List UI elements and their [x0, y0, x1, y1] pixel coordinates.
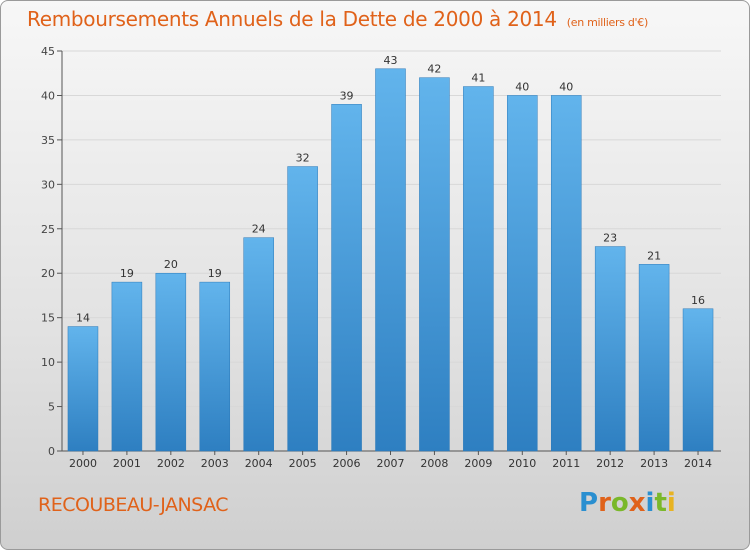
x-tick-label: 2000	[69, 457, 97, 470]
y-tick-label: 45	[41, 45, 55, 58]
bar-value-label: 40	[515, 80, 529, 93]
bar	[67, 326, 99, 452]
x-tick-label: 2011	[552, 457, 580, 470]
bar	[682, 308, 714, 452]
x-tick-label: 2004	[245, 457, 273, 470]
logo-letter: i	[645, 488, 655, 518]
bar-value-label: 20	[164, 258, 178, 271]
x-tick-label: 2001	[113, 457, 141, 470]
y-tick-label: 10	[41, 356, 55, 369]
logo-letter: P	[579, 488, 599, 518]
x-tick-label: 2005	[289, 457, 317, 470]
logo-letter: i	[666, 488, 676, 518]
bar	[463, 86, 494, 452]
x-tick-label: 2009	[464, 457, 492, 470]
y-tick-label: 35	[41, 134, 55, 147]
x-tick-label: 2003	[201, 457, 229, 470]
bar	[111, 281, 143, 452]
bar-value-label: 19	[120, 267, 134, 280]
x-tick-label: 2002	[157, 457, 185, 470]
bar	[287, 166, 318, 452]
y-tick-label: 0	[48, 445, 55, 458]
x-tick-label: 2012	[596, 457, 624, 470]
x-tick-label: 2008	[420, 457, 448, 470]
logo-letter: r	[598, 488, 611, 518]
bar-value-label: 14	[76, 312, 90, 325]
logo-letter: o	[610, 488, 629, 518]
bar	[243, 237, 274, 452]
x-tick-label: 2006	[333, 457, 361, 470]
x-tick-label: 2007	[377, 457, 405, 470]
title-text: Remboursements Annuels de la Dette de 20…	[27, 7, 557, 31]
commune-name: RECOUBEAU-JANSAC	[38, 494, 229, 516]
x-tick-label: 2010	[508, 457, 536, 470]
bar	[550, 95, 582, 452]
bar-value-label: 24	[252, 223, 266, 236]
bar-value-label: 21	[647, 249, 661, 262]
bar	[638, 264, 670, 452]
y-tick-label: 25	[41, 223, 55, 236]
chart-subtitle: (en milliers d'€)	[566, 16, 648, 29]
logo-letter: x	[628, 488, 646, 518]
bar	[331, 104, 362, 452]
y-tick-label: 20	[41, 267, 55, 280]
bar	[419, 77, 450, 452]
y-tick-label: 15	[41, 312, 55, 325]
y-tick-label: 40	[41, 89, 55, 102]
x-tick-label: 2014	[684, 457, 712, 470]
bar-value-label: 40	[559, 80, 573, 93]
bar	[375, 68, 406, 452]
bar	[155, 272, 187, 452]
proxiti-logo: Proxiti	[579, 488, 676, 518]
chart-title: Remboursements Annuels de la Dette de 20…	[27, 7, 648, 31]
bar-value-label: 43	[384, 54, 398, 67]
x-tick-label: 2013	[640, 457, 668, 470]
bar-value-label: 39	[340, 89, 354, 102]
logo-letter: t	[654, 488, 667, 518]
y-tick-label: 5	[48, 401, 55, 414]
bar-value-label: 19	[208, 267, 222, 280]
bar-value-label: 32	[296, 152, 310, 165]
bar	[594, 246, 626, 452]
bar-value-label: 16	[691, 294, 705, 307]
y-tick-label: 30	[41, 178, 55, 191]
bar-value-label: 23	[603, 232, 617, 245]
bar	[199, 281, 231, 452]
bar-value-label: 42	[427, 63, 441, 76]
bar-value-label: 41	[471, 72, 485, 85]
bar	[507, 95, 538, 452]
